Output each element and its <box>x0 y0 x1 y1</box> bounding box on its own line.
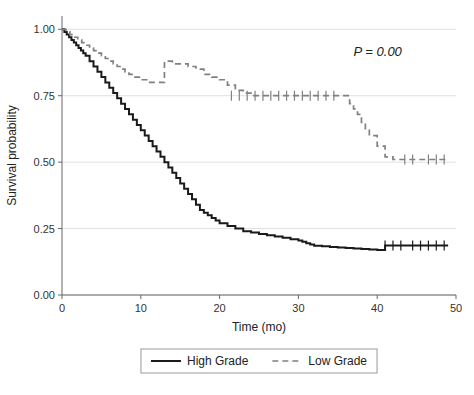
legend-label: Low Grade <box>308 354 367 368</box>
x-tick <box>377 295 378 299</box>
censor-mark <box>404 154 405 164</box>
censor-mark <box>278 91 279 101</box>
censor-mark <box>412 241 413 251</box>
x-tick-label: 20 <box>213 302 225 314</box>
y-tick <box>58 162 62 163</box>
censor-mark <box>270 91 271 101</box>
censor-mark <box>444 241 445 251</box>
x-tick-label: 10 <box>135 302 147 314</box>
y-tick-label: 0.50 <box>34 156 55 168</box>
y-axis-label: Survival probability <box>5 105 19 206</box>
censor-mark <box>247 91 248 101</box>
censor-mark <box>239 91 240 101</box>
y-tick-label: 0.25 <box>34 223 55 235</box>
x-tick <box>219 295 220 299</box>
x-axis <box>62 295 456 296</box>
censor-mark <box>428 241 429 251</box>
legend-item: High Grade <box>151 354 249 368</box>
censor-mark <box>294 91 295 101</box>
y-tick <box>58 95 62 96</box>
y-tick <box>58 29 62 30</box>
x-tick <box>140 295 141 299</box>
legend: High Grade Low Grade <box>141 349 377 373</box>
p-value: P = 0.00 <box>354 44 403 59</box>
censor-mark <box>254 91 255 101</box>
censor-mark <box>286 91 287 101</box>
censor-mark <box>262 91 263 101</box>
censor-mark <box>412 154 413 164</box>
x-tick-label: 30 <box>292 302 304 314</box>
censor-mark <box>436 241 437 251</box>
legend-frame <box>141 349 377 373</box>
x-tick <box>298 295 299 299</box>
survival-curve <box>62 29 448 250</box>
censor-mark <box>231 91 232 101</box>
y-tick-label: 0.00 <box>34 289 55 301</box>
grid-line <box>62 295 456 296</box>
legend-label: High Grade <box>187 354 249 368</box>
censor-mark <box>444 154 445 164</box>
x-tick <box>62 295 63 299</box>
x-tick-label: 50 <box>450 302 462 314</box>
legend-item: Low Grade <box>272 354 367 368</box>
censor-mark <box>302 91 303 101</box>
grid-line <box>62 228 456 229</box>
legend-swatch <box>151 360 181 362</box>
x-tick <box>456 295 457 299</box>
censor-mark <box>428 154 429 164</box>
legend-swatch <box>272 360 302 362</box>
survival-curve <box>62 29 448 159</box>
plot-area <box>62 29 448 250</box>
censor-mark <box>420 241 421 251</box>
censor-mark <box>400 241 401 251</box>
censor-mark <box>310 91 311 101</box>
y-tick-label: 0.75 <box>34 90 55 102</box>
grid-line <box>62 29 456 30</box>
y-tick-label: 1.00 <box>34 23 55 35</box>
y-axis <box>62 16 63 295</box>
x-tick-label: 0 <box>59 302 65 314</box>
grid-line <box>62 162 456 163</box>
chart: 0.00 0.25 0.50 0.75 1.00 0 10 20 30 40 50 P = 0.00 T… <box>0 0 474 395</box>
censor-mark <box>325 91 326 101</box>
x-tick-label: 40 <box>371 302 383 314</box>
x-axis-label: Time (mo) <box>232 320 286 334</box>
censor-mark <box>318 91 319 101</box>
censor-mark <box>436 154 437 164</box>
censor-mark <box>392 241 393 251</box>
y-tick <box>58 228 62 229</box>
censor-mark <box>384 241 385 251</box>
y-tick <box>58 295 62 296</box>
censor-mark <box>333 91 334 101</box>
